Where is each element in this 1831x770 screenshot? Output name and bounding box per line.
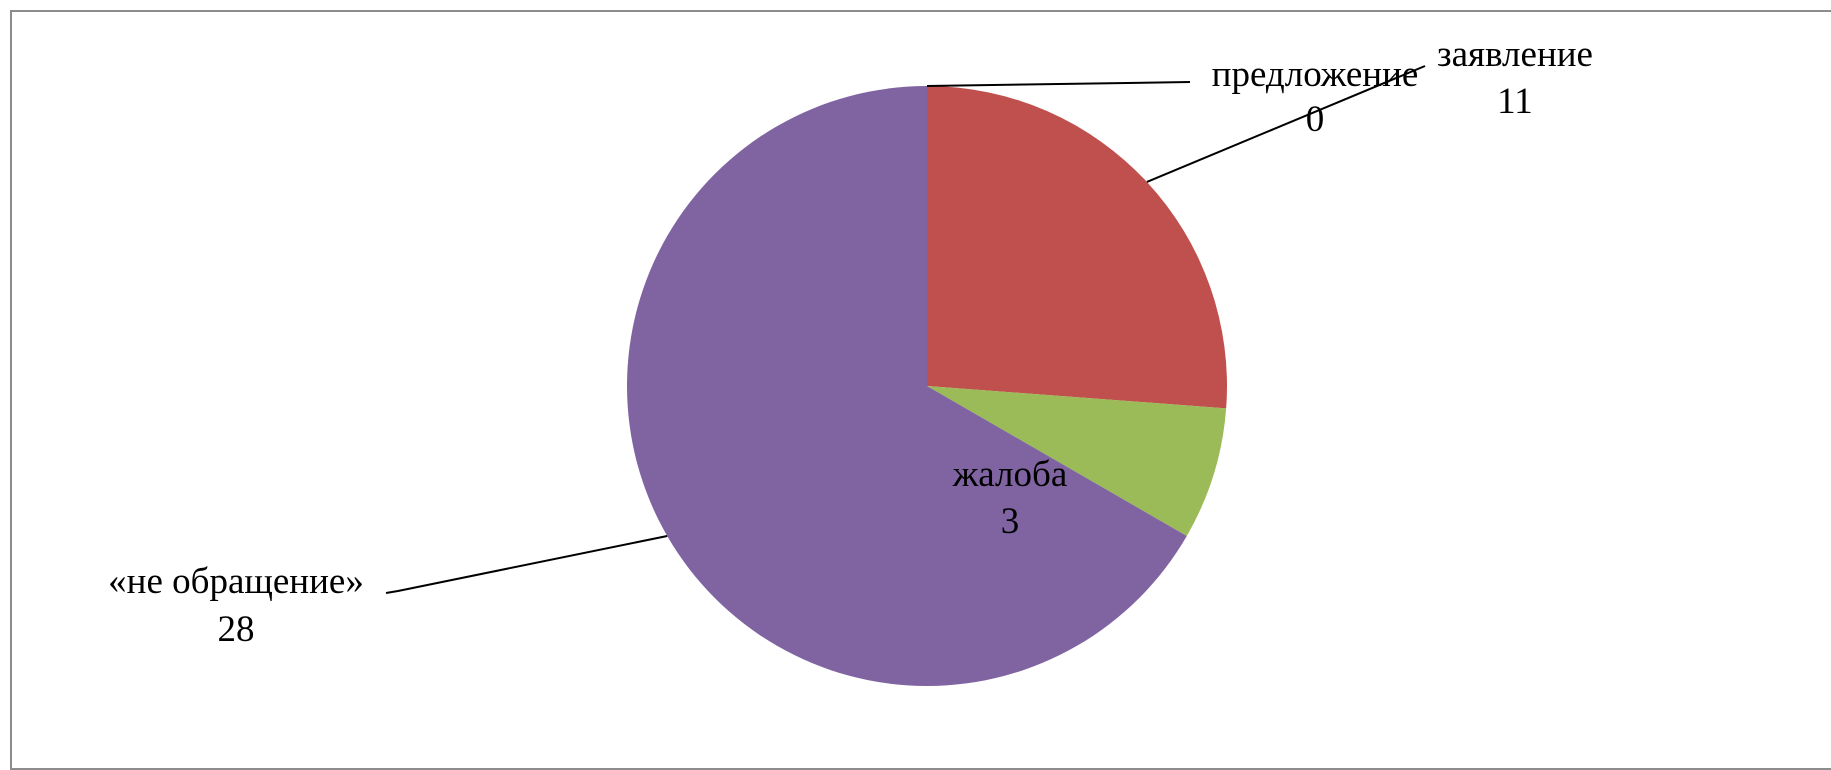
pie-slice-1 — [927, 86, 1227, 409]
leader-line-0 — [926, 81, 1191, 87]
data-label-value-1: 11 — [1497, 81, 1533, 122]
pie-slice-3 — [627, 86, 1187, 686]
pie-slice-2 — [927, 386, 1227, 536]
leader-line-3 — [385, 535, 668, 594]
data-label-name-1: заявление — [1437, 34, 1593, 75]
leader-line-1 — [1146, 65, 1426, 183]
data-label-value-0: 0 — [1306, 99, 1325, 140]
data-label-name-0: предложение — [1212, 54, 1419, 95]
data-label-name-3: «не обращение» — [108, 561, 364, 602]
data-label-name-2: жалоба — [952, 454, 1068, 495]
data-label-value-2: 3 — [1001, 501, 1020, 542]
data-label-value-3: 28 — [218, 609, 255, 650]
